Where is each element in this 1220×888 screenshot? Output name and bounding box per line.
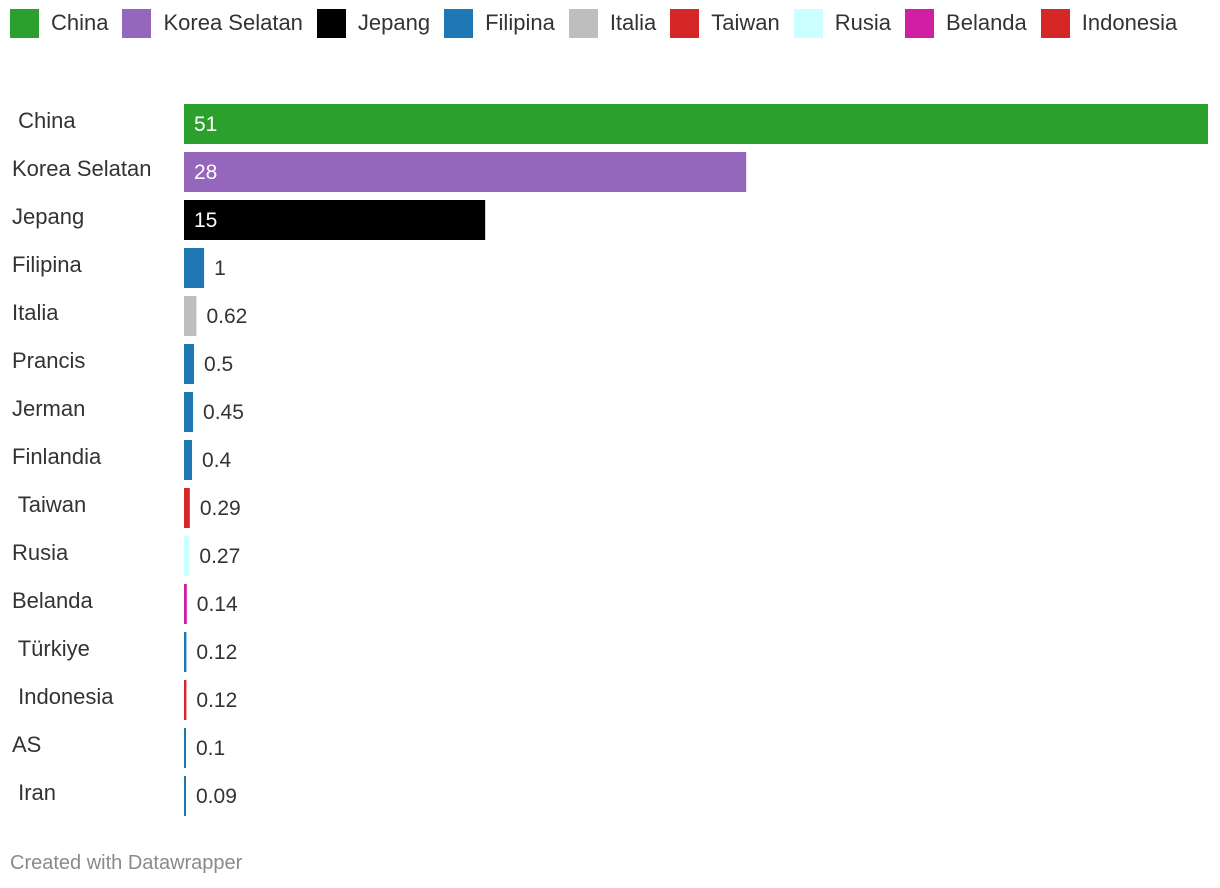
legend-label: Filipina bbox=[485, 10, 555, 35]
bar bbox=[184, 680, 187, 720]
legend-swatch bbox=[568, 8, 598, 38]
category-label: Jerman bbox=[12, 396, 85, 421]
category-label: Rusia bbox=[12, 540, 69, 565]
bar bbox=[184, 488, 190, 528]
legend-item: Korea Selatan bbox=[122, 8, 303, 38]
category-label: Italia bbox=[12, 300, 59, 325]
legend-label: Rusia bbox=[834, 10, 892, 35]
bar bbox=[184, 200, 486, 240]
legend-item: Belanda bbox=[905, 8, 1027, 38]
value-label: 51 bbox=[194, 113, 217, 136]
bar bbox=[184, 248, 205, 288]
bar-chart: China 51 Korea Selatan 28 Jepang 15 Filipina 1 I… bbox=[12, 104, 1208, 816]
bar bbox=[184, 440, 193, 480]
bar bbox=[184, 728, 187, 768]
category-label: Taiwan bbox=[12, 492, 86, 517]
legend-swatch bbox=[10, 8, 39, 38]
bar bbox=[184, 776, 186, 816]
legend-label: Indonesia bbox=[1081, 10, 1178, 35]
category-label: Indonesia bbox=[12, 684, 114, 709]
legend-item: Jepang bbox=[316, 8, 431, 38]
bar bbox=[184, 104, 1208, 144]
value-label: 15 bbox=[194, 209, 217, 232]
value-label: 0.12 bbox=[196, 641, 237, 664]
legend-swatch bbox=[793, 8, 823, 38]
value-label: 0.27 bbox=[199, 545, 240, 568]
legend-item: Taiwan bbox=[670, 8, 780, 38]
bar bbox=[184, 152, 747, 192]
legend-item: Rusia bbox=[793, 8, 892, 38]
datawrapper-credit: Created with Datawrapper bbox=[10, 852, 243, 874]
legend-label: Korea Selatan bbox=[163, 10, 303, 35]
value-label: 0.12 bbox=[196, 689, 237, 712]
value-label: 0.14 bbox=[197, 593, 238, 616]
legend-label: Taiwan bbox=[711, 10, 780, 35]
value-label: 0.29 bbox=[200, 497, 241, 520]
legend-label: Jepang bbox=[357, 10, 431, 35]
category-label: Belanda bbox=[12, 588, 94, 613]
legend-swatch bbox=[670, 8, 700, 38]
category-label: Korea Selatan bbox=[12, 156, 151, 181]
legend-label: Italia bbox=[609, 10, 657, 35]
category-label: Finlandia bbox=[12, 444, 102, 469]
value-label: 0.1 bbox=[196, 737, 225, 760]
value-label: 0.5 bbox=[204, 353, 233, 376]
legend-swatch bbox=[316, 8, 346, 38]
chart-legend: China Korea Selatan Jepang Filipina Italia Ta… bbox=[10, 8, 1210, 38]
legend-swatch bbox=[444, 8, 474, 38]
legend-swatch bbox=[1040, 8, 1070, 38]
bar bbox=[184, 584, 187, 624]
legend-label: Belanda bbox=[946, 10, 1027, 35]
value-label: 0.09 bbox=[196, 785, 237, 808]
category-label: Jepang bbox=[12, 204, 84, 229]
category-label: Iran bbox=[12, 780, 56, 805]
category-label: China bbox=[12, 108, 76, 133]
category-label: Türkiye bbox=[12, 636, 90, 661]
legend-item: China bbox=[10, 8, 108, 38]
value-label: 0.45 bbox=[203, 401, 244, 424]
legend-swatch bbox=[905, 8, 935, 38]
value-label: 0.62 bbox=[206, 305, 247, 328]
legend-swatch bbox=[122, 8, 152, 38]
value-label: 1 bbox=[214, 257, 226, 280]
bar bbox=[184, 536, 190, 576]
category-label: Prancis bbox=[12, 348, 85, 373]
bar bbox=[184, 344, 195, 384]
bar bbox=[184, 632, 187, 672]
bar bbox=[184, 392, 194, 432]
value-label: 0.4 bbox=[202, 449, 232, 472]
category-label: AS bbox=[12, 732, 41, 757]
legend-item: Indonesia bbox=[1040, 8, 1178, 38]
value-label: 28 bbox=[194, 161, 217, 184]
legend-label: China bbox=[51, 10, 109, 35]
bar bbox=[184, 296, 197, 336]
legend-item: Filipina bbox=[444, 8, 555, 38]
legend-item: Italia bbox=[568, 8, 657, 38]
category-label: Filipina bbox=[12, 252, 82, 277]
